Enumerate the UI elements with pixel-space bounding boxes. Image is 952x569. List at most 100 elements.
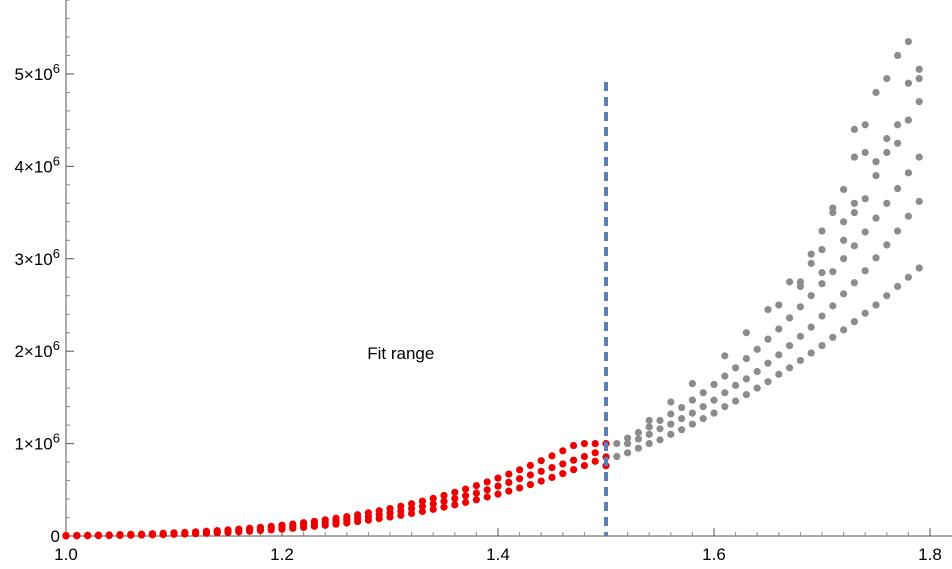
fit-point	[440, 491, 448, 500]
outside-point	[742, 375, 751, 383]
fit-point	[267, 524, 275, 532]
outside-point	[850, 318, 859, 326]
fit-point	[73, 532, 81, 540]
outside-point	[645, 430, 653, 438]
fit-point	[256, 525, 264, 533]
outside-point	[850, 199, 859, 207]
outside-point	[872, 214, 880, 222]
fit-point	[580, 452, 589, 461]
fit-point	[505, 470, 513, 478]
outside-point	[861, 228, 869, 236]
fit-point	[159, 530, 167, 538]
outside-point	[915, 264, 923, 272]
outside-point	[904, 212, 913, 220]
outside-point	[904, 273, 913, 281]
outside-point	[850, 242, 859, 250]
outside-point	[634, 435, 643, 443]
outside-point	[915, 98, 923, 106]
fit-point	[570, 441, 578, 450]
fit-point	[580, 439, 589, 448]
outside-point	[764, 359, 772, 367]
outside-point	[861, 121, 869, 129]
outside-point	[883, 241, 891, 249]
outside-point	[710, 380, 718, 389]
outside-point	[829, 302, 837, 310]
fit-point	[418, 502, 426, 510]
outside-point	[645, 439, 653, 448]
outside-point	[861, 148, 869, 157]
outside-point	[850, 208, 859, 217]
outside-point	[764, 335, 772, 343]
outside-point	[710, 396, 718, 404]
fit-point	[386, 509, 394, 517]
axes	[65, 0, 952, 537]
fit-point	[364, 512, 372, 521]
fit-point	[278, 523, 286, 531]
fit-point	[429, 505, 437, 513]
fit-point	[192, 529, 200, 537]
outside-point	[818, 280, 826, 288]
outside-point	[850, 153, 859, 161]
fit-point	[483, 478, 491, 486]
outside-point	[872, 88, 880, 97]
outside-point	[786, 314, 794, 322]
outside-point	[883, 74, 891, 83]
fit-point	[148, 530, 156, 538]
y-tick-label: 0	[51, 527, 60, 546]
outside-point	[775, 325, 783, 333]
outside-point	[742, 391, 751, 399]
fit-point	[343, 516, 351, 524]
outside-point	[667, 430, 675, 438]
outside-point	[678, 415, 686, 423]
fit-point	[472, 481, 480, 490]
outside-point	[861, 195, 869, 203]
fit-point	[472, 496, 480, 504]
x-tick-label: 1.0	[54, 545, 78, 564]
outside-point	[732, 364, 740, 372]
outside-point	[721, 352, 729, 360]
fit-point	[105, 531, 113, 539]
outside-point	[904, 79, 913, 87]
outside-point	[764, 378, 772, 386]
outside-point	[786, 364, 794, 372]
outside-point	[883, 135, 891, 143]
fit-point	[505, 487, 513, 495]
outside-point	[861, 267, 869, 275]
outside-point	[613, 439, 621, 448]
outside-point	[818, 342, 826, 350]
fit-point	[505, 478, 513, 486]
fit-point	[570, 466, 578, 474]
outside-point	[915, 153, 923, 161]
y-tick-label: 2×106	[14, 338, 60, 361]
outside-point	[818, 227, 826, 235]
fit-point	[202, 528, 210, 536]
fit-point	[559, 447, 567, 455]
fit-point	[94, 531, 102, 539]
fit-point	[440, 497, 448, 505]
outside-point	[883, 199, 891, 207]
outside-point	[775, 301, 783, 309]
outside-point	[699, 415, 707, 423]
outside-point	[796, 282, 805, 291]
outside-point	[645, 423, 653, 431]
fit-point	[548, 473, 556, 482]
outside-point	[818, 269, 826, 277]
outside-point	[721, 403, 729, 411]
outside-point	[699, 389, 707, 397]
fit-point	[462, 498, 470, 506]
fit-point	[224, 527, 232, 535]
outside-point	[872, 301, 880, 309]
y-tick-label: 5×106	[14, 61, 60, 84]
outside-point	[850, 279, 859, 287]
fit-point	[494, 482, 502, 490]
outside-point	[915, 74, 923, 83]
outside-point	[796, 303, 805, 311]
outside-point	[840, 326, 848, 334]
y-tick-exponent: 6	[53, 61, 60, 76]
fit-range-annotation: Fit range	[367, 344, 434, 363]
fit-point	[127, 531, 135, 539]
outside-point	[786, 342, 794, 350]
outside-point	[894, 282, 902, 291]
fit-point	[451, 501, 459, 509]
outside-point	[721, 372, 729, 380]
